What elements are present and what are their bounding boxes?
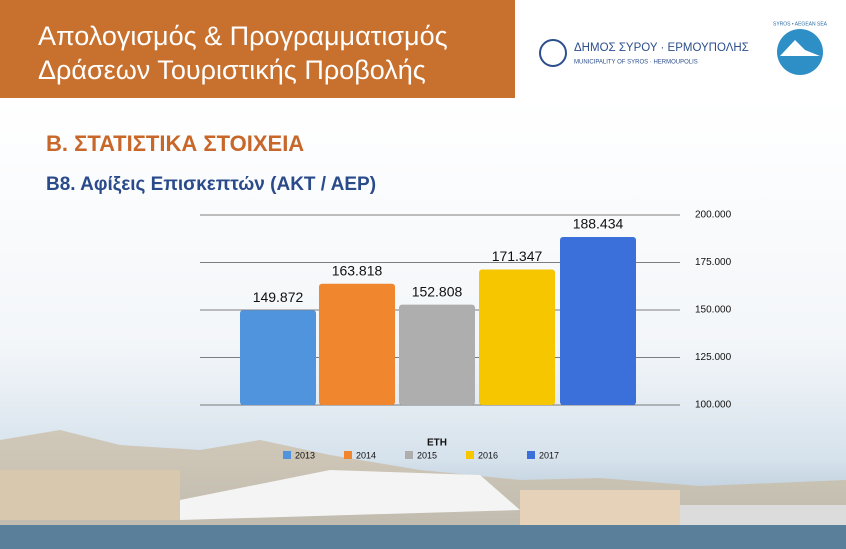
- badge-wave: [780, 40, 820, 56]
- logo-sub: MUNICIPALITY OF SYROS · HERMOUPOLIS: [574, 60, 698, 66]
- value-label: 163.818: [332, 262, 383, 278]
- badge-text: SYROS • AEGEAN SEA: [773, 21, 828, 27]
- legend-swatch: [405, 451, 413, 459]
- header-band: [0, 0, 515, 98]
- legend-swatch: [283, 451, 291, 459]
- legend-label: 2014: [356, 450, 376, 460]
- legend-label: 2013: [295, 450, 315, 460]
- y-tick-label: 150.000: [695, 305, 732, 316]
- legend-label: 2015: [417, 450, 437, 460]
- value-label: 152.808: [412, 283, 463, 299]
- header-title: Δράσεων Τουριστικής Προβολής: [38, 55, 426, 85]
- legend-swatch: [466, 451, 474, 459]
- logo-name: ΔΗΜΟΣ ΣΥΡΟΥ · ΕΡΜΟΥΠΟΛΗΣ: [574, 42, 749, 54]
- legend-label: 2017: [539, 450, 559, 460]
- legend-label: 2016: [478, 450, 498, 460]
- harbor: [0, 430, 846, 549]
- y-tick-label: 100.000: [695, 400, 732, 411]
- bar: [240, 310, 316, 405]
- section-title: Β. ΣΤΑΤΙΣΤΙΚΑ ΣΤΟΙΧΕΙΑ: [46, 131, 304, 156]
- legend-swatch: [344, 451, 352, 459]
- bar: [560, 236, 636, 405]
- header-title: Απολογισμός & Προγραμματισμός: [38, 21, 448, 51]
- legend-swatch: [527, 451, 535, 459]
- legend-title: ΕΤΗ: [427, 438, 447, 449]
- value-label: 149.872: [253, 289, 304, 305]
- value-label: 188.434: [573, 216, 624, 232]
- bar: [399, 304, 475, 405]
- y-tick-label: 175.000: [695, 257, 732, 268]
- y-tick-label: 200.000: [695, 210, 732, 221]
- y-tick-label: 125.000: [695, 352, 732, 363]
- value-label: 171.347: [492, 248, 543, 264]
- logo-icon: [539, 39, 567, 67]
- bar: [319, 283, 395, 405]
- subtitle: Β8. Αφίξεις Επισκεπτών (ΑΚΤ / ΑΕΡ): [46, 174, 376, 195]
- bar: [479, 269, 555, 405]
